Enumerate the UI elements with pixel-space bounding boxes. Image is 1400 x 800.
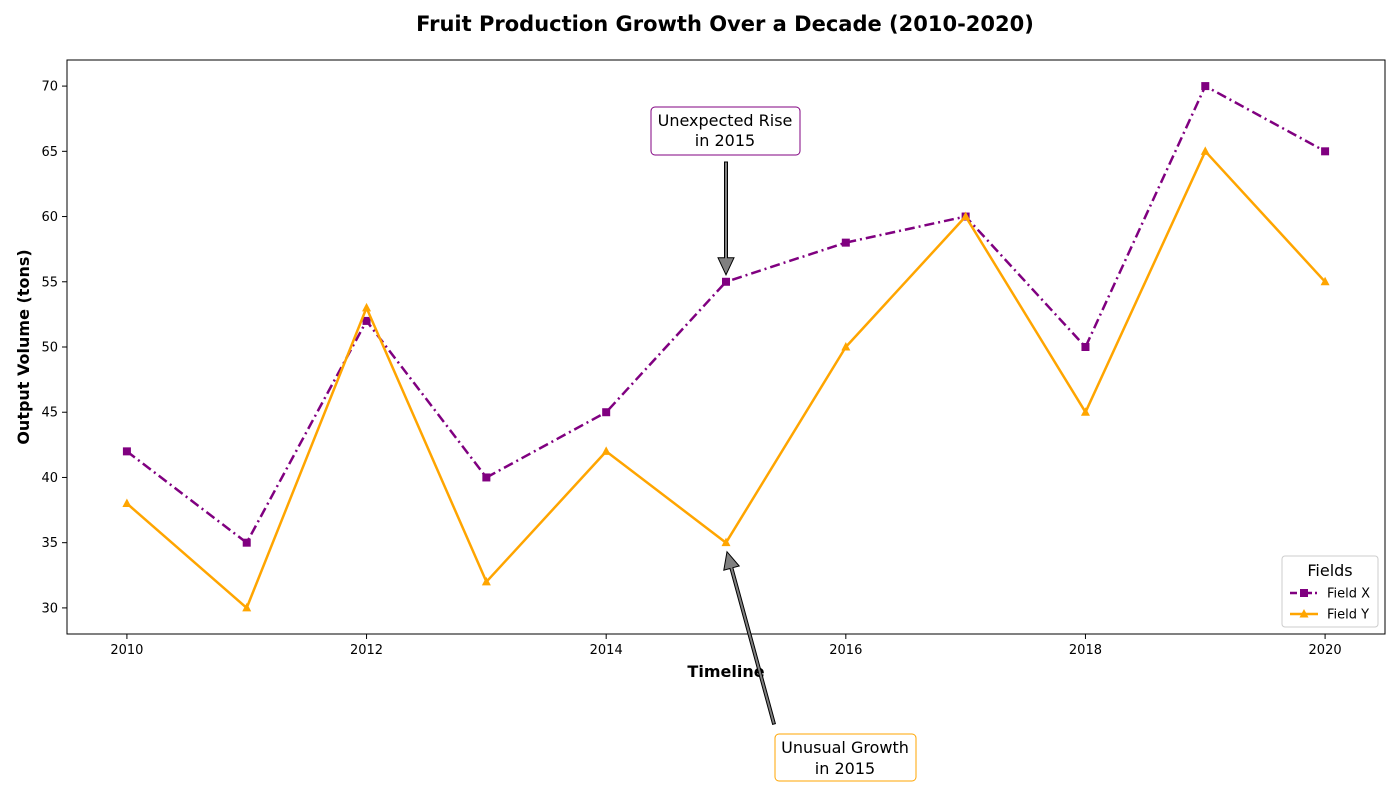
series-layer [122,82,1330,612]
data-point-field-x [1201,82,1210,91]
y-axis-label: Output Volume (tons) [14,249,33,444]
chart-title: Fruit Production Growth Over a Decade (2… [416,12,1034,36]
data-point-field-x [841,238,850,247]
data-point-field-x [482,473,491,482]
x-tick-label: 2018 [1069,643,1102,658]
y-tick-label: 30 [41,601,58,616]
annotation-field-y-arrow [723,550,777,726]
data-point-field-y [1320,276,1330,286]
annotation-field-y-line2: in 2015 [815,759,875,778]
data-point-field-y [721,537,731,547]
data-point-field-y [961,211,971,221]
x-tick-label: 2020 [1309,643,1342,658]
x-tick-label: 2010 [110,643,143,658]
data-point-field-x [122,447,131,456]
annotation-field-x-line2: in 2015 [695,131,755,150]
y-tick-label: 50 [41,341,58,356]
y-axis-ticks: 30 35 40 45 50 55 60 65 70 [41,80,67,616]
data-point-field-y [601,446,611,455]
x-axis-label: Timeline [687,662,764,681]
series-line-field-x [126,84,1326,544]
data-point-field-y [122,498,132,508]
data-point-field-x [362,316,371,325]
y-tick-label: 65 [41,145,58,160]
x-axis-ticks: 2010 2012 2014 2016 2018 2020 [110,634,1342,658]
legend-label-field-x: Field X [1327,587,1370,602]
data-point-field-y [1080,407,1090,416]
data-point-field-y [841,342,851,351]
data-point-field-x [602,408,611,417]
legend-title: Fields [1307,561,1352,580]
data-point-field-y [1200,146,1210,155]
data-point-field-x [722,277,730,286]
y-tick-label: 70 [41,80,58,95]
legend-marker-field-y [1299,609,1309,618]
legend-label-field-y: Field Y [1327,608,1369,623]
y-tick-label: 40 [41,471,58,486]
data-point-field-y [242,602,252,612]
annotation-field-y: Unusual Growth in 2015 [723,550,917,782]
annotation-field-x-line1: Unexpected Rise [658,111,793,130]
y-tick-label: 35 [41,536,58,551]
x-tick-label: 2016 [829,643,862,658]
annotation-field-x-arrow [717,161,735,276]
data-point-field-y [481,576,491,586]
x-tick-label: 2012 [350,643,383,658]
annotation-field-x: Unexpected Rise in 2015 [650,106,801,276]
legend: Fields Field X Field Y [1281,555,1379,628]
data-point-field-x [1321,147,1330,156]
annotation-field-y-line1: Unusual Growth [781,738,909,757]
y-tick-label: 45 [41,406,58,421]
legend-marker-field-x [1300,589,1308,597]
data-point-field-y [362,302,372,312]
data-point-field-x [1081,343,1090,351]
y-tick-label: 55 [41,275,58,290]
annotation-field-y-box [774,733,917,782]
legend-items: Field X Field Y [1290,587,1370,623]
annotation-field-x-box [650,106,801,156]
data-point-field-x [242,538,251,547]
legend-box [1281,555,1379,628]
x-tick-label: 2014 [590,643,623,658]
y-tick-label: 60 [41,210,58,225]
